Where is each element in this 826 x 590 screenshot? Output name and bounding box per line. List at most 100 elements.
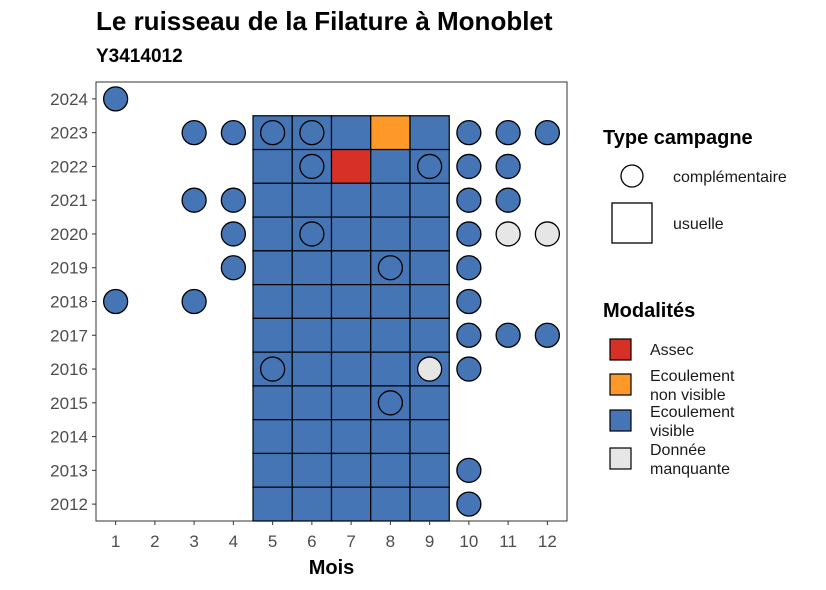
point-2023-5 (259, 120, 286, 146)
point-2020-4 (220, 221, 247, 247)
legend-modalite-label: visible (650, 423, 695, 440)
legend-modalite-label: non visible (650, 387, 726, 404)
point-2016-9 (416, 356, 443, 382)
tile-2013-9 (409, 452, 450, 488)
tile-2016-7 (330, 351, 372, 387)
point-2021-3 (181, 187, 207, 213)
tile-2015-7 (330, 385, 372, 421)
point-2018-10 (456, 288, 482, 315)
tile-2017-9 (409, 317, 450, 353)
tile-2012-7 (330, 486, 372, 522)
point-2019-8 (377, 255, 404, 281)
tile-2023-9 (409, 115, 450, 151)
point-2020-10 (456, 221, 482, 247)
tile-2018-7 (330, 284, 372, 319)
x-tick-label: 10 (459, 532, 478, 551)
point-2021-11 (495, 187, 521, 213)
y-tick-label: 2015 (50, 394, 88, 413)
point-2012-10 (456, 491, 482, 517)
legend-type-title: Type campagne (603, 127, 753, 149)
legend-swatch (609, 409, 632, 432)
tile-2022-8 (370, 148, 411, 184)
tile-2012-6 (291, 486, 333, 522)
point-2020-12 (534, 221, 561, 247)
point-2023-3 (181, 120, 207, 146)
tile-2016-8 (370, 351, 411, 387)
tile-2020-7 (330, 216, 372, 252)
point-2021-10 (456, 187, 482, 213)
tile-2014-6 (291, 419, 333, 455)
y-tick-label: 2016 (50, 360, 88, 379)
tile-2019-6 (291, 250, 333, 286)
legend-square-swatch (611, 202, 653, 244)
tile-2022-7 (330, 148, 372, 184)
tile-2021-5 (252, 182, 293, 218)
x-tick-label: 11 (499, 532, 517, 551)
point-2023-4 (220, 120, 247, 146)
point-2019-10 (456, 255, 482, 281)
tile-2012-8 (370, 486, 411, 522)
tile-2012-5 (252, 486, 293, 522)
x-tick-label: 8 (386, 532, 395, 551)
point-2022-11 (495, 153, 521, 180)
point-2016-10 (456, 356, 482, 382)
legend-modalite-label: Ecoulement (650, 404, 735, 421)
tile-2020-8 (370, 216, 411, 252)
legend-type-label: usuelle (673, 216, 724, 233)
tile-2017-8 (370, 317, 411, 353)
tile-2014-5 (252, 419, 293, 455)
y-tick-label: 2020 (50, 225, 88, 244)
x-tick-label: 12 (538, 532, 557, 551)
point-2017-11 (495, 322, 521, 348)
y-tick-label: 2013 (50, 461, 88, 480)
chart-subtitle: Y3414012 (96, 46, 183, 67)
tile-2016-6 (291, 351, 333, 387)
tile-2015-9 (409, 385, 450, 421)
point-2023-6 (299, 120, 325, 146)
tile-2021-6 (291, 182, 333, 218)
tile-2013-7 (330, 452, 372, 488)
legend-modalite-label: Ecoulement (650, 368, 735, 385)
y-tick-label: 2021 (50, 191, 88, 210)
tile-2019-5 (252, 250, 293, 286)
legend-swatch (609, 373, 632, 396)
point-2016-5 (259, 356, 286, 382)
legend-modalite-label: Assec (650, 342, 694, 359)
x-tick-label: 7 (346, 532, 355, 551)
tile-2014-9 (409, 419, 450, 455)
x-axis-title: Mois (309, 557, 355, 579)
y-tick-label: 2012 (50, 495, 88, 514)
legend-swatch (609, 447, 632, 470)
tile-2017-5 (252, 317, 293, 353)
y-tick-label: 2022 (50, 157, 88, 176)
tile-2019-9 (409, 250, 450, 286)
legend-circle-swatch (620, 164, 644, 188)
x-tick-label: 9 (425, 532, 434, 551)
x-tick-label: 5 (268, 532, 277, 551)
tile-2021-8 (370, 182, 411, 218)
point-2018-1 (102, 288, 129, 315)
point-2018-3 (181, 288, 207, 315)
point-2021-4 (220, 187, 247, 213)
x-tick-label: 3 (189, 532, 198, 551)
legend-modalites-title: Modalités (603, 300, 695, 322)
tile-2015-5 (252, 385, 293, 421)
x-tick-label: 1 (111, 532, 120, 551)
legend-swatch (609, 338, 632, 361)
x-tick-label: 6 (307, 532, 316, 551)
point-2023-11 (495, 120, 521, 146)
point-2019-4 (220, 255, 247, 281)
tile-2018-5 (252, 284, 293, 319)
point-2017-10 (456, 322, 482, 348)
y-tick-label: 2019 (50, 259, 88, 278)
tile-2018-9 (409, 284, 450, 319)
point-2022-6 (299, 153, 325, 180)
tile-2017-7 (330, 317, 372, 353)
tile-2017-6 (291, 317, 333, 353)
legend-type-label: complémentaire (673, 169, 787, 186)
tile-2012-9 (409, 486, 450, 522)
point-2017-12 (534, 322, 561, 348)
tile-2021-7 (330, 182, 372, 218)
y-tick-label: 2024 (50, 90, 88, 109)
tile-2014-8 (370, 419, 411, 455)
